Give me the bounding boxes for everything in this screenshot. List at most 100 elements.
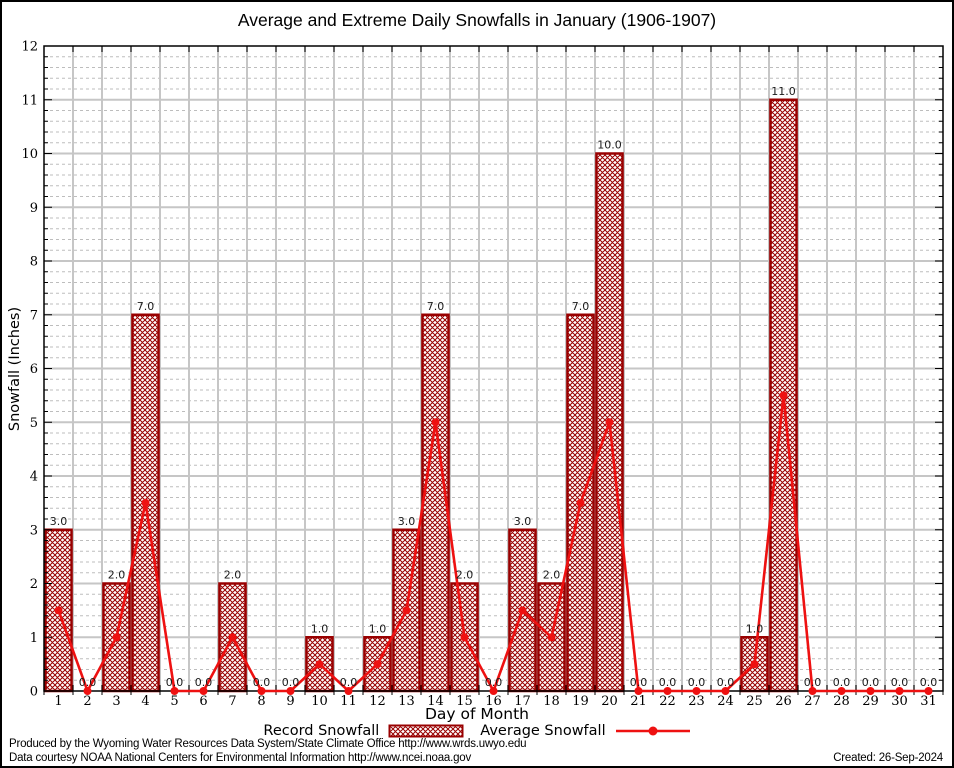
bar-label-day-29: 0.0: [862, 676, 880, 689]
bar-label-day-10: 1.0: [311, 622, 329, 635]
bar-label-day-13: 3.0: [398, 515, 416, 528]
x-tick-label-2: 2: [83, 694, 91, 709]
average-point-day-21: [634, 687, 643, 695]
average-point-day-30: [895, 687, 904, 695]
y-tick-label-1: 1: [30, 631, 38, 646]
bar-label-day-20: 10.0: [597, 139, 622, 152]
x-tick-label-23: 23: [688, 694, 705, 709]
x-tick-label-7: 7: [228, 694, 236, 709]
chart-title: Average and Extreme Daily Snowfalls in J…: [237, 10, 717, 30]
average-markers: [54, 391, 933, 695]
y-tick-label-7: 7: [30, 308, 38, 323]
average-point-day-26: [779, 391, 788, 400]
bar-label-day-14: 7.0: [427, 300, 445, 313]
average-point-day-13: [402, 606, 411, 615]
average-point-day-19: [576, 498, 585, 507]
x-tick-label-29: 29: [862, 694, 879, 709]
x-tick-label-5: 5: [170, 694, 178, 709]
x-tick-label-9: 9: [286, 694, 294, 709]
x-axis-label: Day of Month: [425, 705, 529, 723]
bar-label-day-18: 2.0: [543, 569, 561, 582]
average-point-day-29: [866, 687, 875, 695]
average-point-day-3: [112, 633, 121, 642]
average-point-day-5: [170, 687, 179, 695]
x-tick-label-13: 13: [398, 694, 415, 709]
legend-item-average: Average Snowfall: [480, 723, 690, 739]
x-tick-label-26: 26: [775, 694, 792, 709]
x-tick-labels: 1 2 3 4 5 6 7 8 9 10 11 12 13 14 15 16 17 18 19 20 21 22 23 24 2…: [54, 694, 936, 709]
bar-label-day-31: 0.0: [920, 676, 938, 689]
average-point-day-8: [257, 687, 266, 695]
average-point-day-31: [924, 687, 933, 695]
x-tick-label-4: 4: [141, 694, 149, 709]
y-tick-label-8: 8: [30, 255, 38, 270]
bar-label-day-15: 2.0: [456, 569, 474, 582]
average-point-day-23: [692, 687, 701, 695]
y-tick-label-6: 6: [30, 362, 38, 377]
x-tick-label-6: 6: [199, 694, 207, 709]
average-point-day-11: [344, 687, 353, 695]
x-tick-label-30: 30: [891, 694, 908, 709]
y-tick-label-2: 2: [30, 577, 38, 592]
bar-label-day-8: 0.0: [253, 676, 271, 689]
average-point-day-10: [315, 660, 324, 669]
bar-label-day-25: 1.0: [746, 622, 764, 635]
average-point-day-7: [228, 633, 237, 642]
average-point-day-27: [808, 687, 817, 695]
bar-label-day-5: 0.0: [166, 676, 184, 689]
average-point-day-28: [837, 687, 846, 695]
bar-label-day-19: 7.0: [572, 300, 590, 313]
bar-label-day-23: 0.0: [688, 676, 706, 689]
average-point-day-20: [605, 418, 614, 427]
x-tick-label-22: 22: [659, 694, 676, 709]
created-date: Created: 26-Sep-2024: [833, 752, 943, 764]
y-tick-label-10: 10: [21, 147, 38, 162]
legend-average-label: Average Snowfall: [480, 723, 606, 739]
x-tick-label-10: 10: [311, 694, 328, 709]
average-point-day-1: [54, 606, 63, 615]
average-point-day-16: [489, 687, 498, 695]
bar-label-day-22: 0.0: [659, 676, 677, 689]
record-swatch-icon: [388, 724, 464, 738]
average-point-day-15: [460, 633, 469, 642]
bar-label-day-1: 3.0: [50, 515, 68, 528]
average-point-day-4: [141, 498, 150, 507]
bar-value-labels: 3.0 0.0 2.0 7.0 0.0 0.0 2.0 0.0 0.0 1.0 0.0 1.0 3.0 7…: [50, 85, 938, 689]
x-tick-label-31: 31: [920, 694, 937, 709]
bar-label-day-21: 0.0: [630, 676, 648, 689]
x-tick-label-19: 19: [572, 694, 589, 709]
legend-record-label: Record Snowfall: [263, 723, 380, 739]
average-point-day-9: [286, 687, 295, 695]
x-tick-label-17: 17: [514, 694, 531, 709]
average-point-day-17: [518, 606, 527, 615]
x-tick-label-18: 18: [543, 694, 560, 709]
x-tick-label-21: 21: [630, 694, 647, 709]
x-tick-label-28: 28: [833, 694, 850, 709]
bar-label-day-7: 2.0: [224, 569, 242, 582]
axis-ticks: [43, 45, 944, 695]
bar-label-day-24: 0.0: [717, 676, 735, 689]
y-tick-label-11: 11: [21, 93, 38, 108]
y-tick-label-12: 12: [21, 40, 38, 55]
x-tick-label-16: 16: [485, 694, 502, 709]
x-tick-label-27: 27: [804, 694, 821, 709]
average-point-day-6: [199, 687, 208, 695]
bar-label-day-4: 7.0: [137, 300, 155, 313]
bar-label-day-3: 2.0: [108, 569, 126, 582]
y-tick-label-4: 4: [30, 470, 38, 485]
legend-item-record: Record Snowfall: [263, 723, 464, 739]
x-tick-label-11: 11: [340, 694, 357, 709]
average-point-day-18: [547, 633, 556, 642]
bar-label-day-11: 0.0: [340, 676, 358, 689]
x-tick-label-12: 12: [369, 694, 386, 709]
y-tick-label-0: 0: [30, 685, 38, 700]
average-point-day-14: [431, 418, 440, 427]
record-bar-day-14: [421, 313, 450, 693]
footer-data-courtesy: Data courtesy NOAA National Centers for …: [9, 752, 472, 764]
x-tick-label-1: 1: [54, 694, 62, 709]
bar-label-day-28: 0.0: [833, 676, 851, 689]
x-tick-label-20: 20: [601, 694, 618, 709]
x-tick-label-15: 15: [456, 694, 473, 709]
